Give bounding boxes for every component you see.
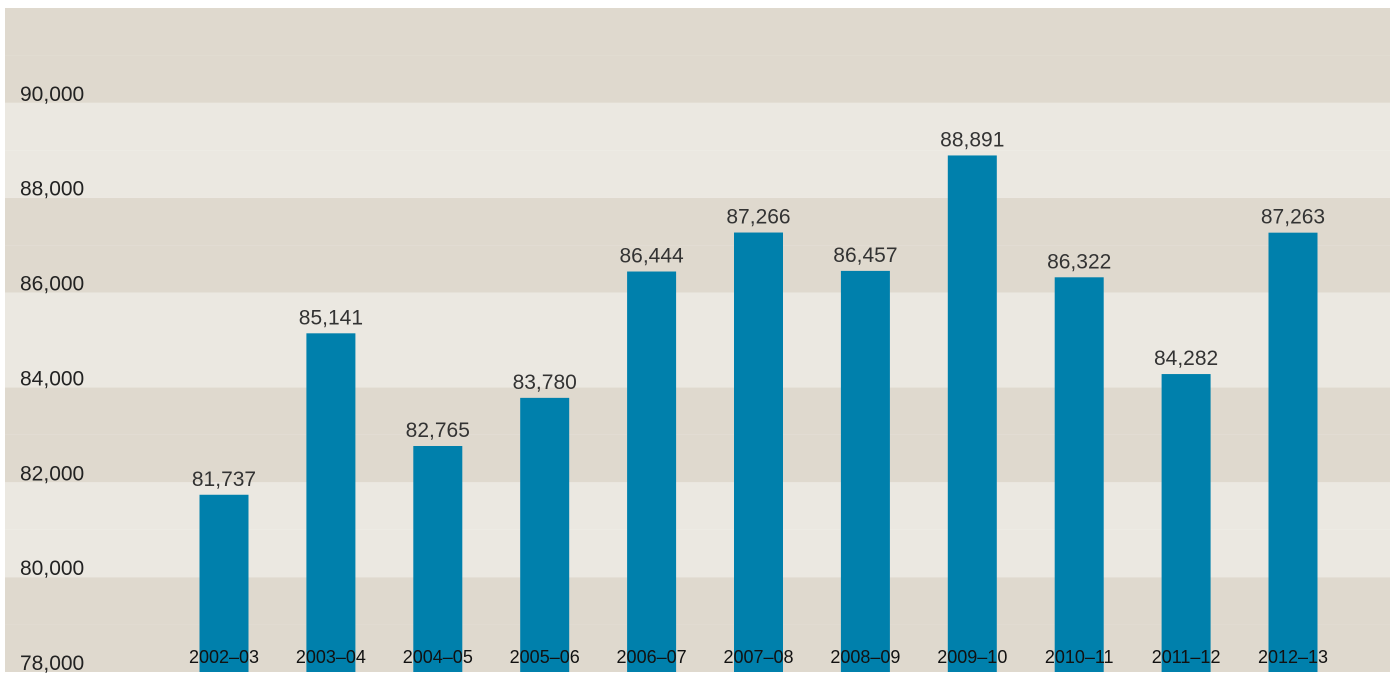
bar — [947, 155, 997, 672]
grid-band — [5, 197, 1390, 246]
y-tick-label: 86,000 — [20, 273, 84, 296]
x-tick-label: 2012–13 — [1258, 647, 1328, 667]
data-label: 86,457 — [833, 244, 897, 267]
data-labels: 81,737 85,141 82,765 83,780 86,444 87,266 86,4… — [192, 128, 1325, 490]
data-label: 88,891 — [940, 128, 1004, 151]
y-tick-label: 90,000 — [20, 83, 84, 106]
data-label: 84,282 — [1154, 347, 1218, 370]
bar — [627, 271, 677, 672]
background-bands — [5, 8, 1390, 672]
bar — [199, 494, 249, 672]
bars — [199, 155, 1318, 673]
data-label: 85,141 — [299, 306, 363, 329]
bar — [1268, 232, 1318, 673]
data-label: 87,266 — [726, 206, 790, 229]
x-tick-label: 2002–03 — [189, 647, 259, 667]
data-label: 86,444 — [619, 245, 684, 268]
grid-band — [5, 150, 1390, 198]
x-tick-label: 2008–09 — [830, 647, 900, 667]
grid-band — [5, 434, 1390, 483]
grid-band — [5, 102, 1390, 151]
bar — [1054, 277, 1104, 672]
bar — [306, 333, 356, 672]
x-tick-label: 2009–10 — [937, 647, 1007, 667]
x-axis: 2002–03 2003–04 2004–05 2005–06 2006–07 2007–… — [189, 647, 1328, 667]
grid-band — [5, 8, 1390, 56]
x-tick-label: 2011–12 — [1152, 647, 1221, 667]
y-tick-label: 88,000 — [20, 178, 84, 201]
data-label: 87,263 — [1261, 206, 1325, 229]
data-label: 81,737 — [192, 468, 256, 491]
grid-band — [5, 340, 1390, 388]
y-tick-label: 80,000 — [20, 557, 84, 580]
y-tick-label: 84,000 — [20, 367, 84, 390]
grid-band — [5, 55, 1390, 103]
x-tick-label: 2005–06 — [510, 647, 580, 667]
y-tick-label: 82,000 — [20, 462, 84, 485]
y-tick-label: 78,000 — [20, 652, 84, 675]
bar — [413, 446, 463, 672]
data-label: 82,765 — [406, 419, 470, 442]
bar — [840, 270, 890, 672]
data-label: 83,780 — [513, 371, 577, 394]
y-axis: 78,000 80,000 82,000 84,000 86,000 88,000 90,0… — [20, 83, 84, 675]
x-tick-label: 2006–07 — [617, 647, 687, 667]
x-tick-label: 2003–04 — [296, 647, 366, 667]
bar — [1161, 374, 1211, 672]
grid-band — [5, 387, 1390, 435]
grid-band — [5, 245, 1390, 293]
bar — [734, 232, 783, 672]
data-label: 86,322 — [1047, 250, 1111, 273]
grid-band — [5, 292, 1390, 340]
x-tick-label: 2004–05 — [403, 647, 473, 667]
x-tick-label: 2010–11 — [1045, 647, 1114, 667]
bar — [520, 397, 570, 672]
x-tick-label: 2007–08 — [723, 647, 793, 667]
